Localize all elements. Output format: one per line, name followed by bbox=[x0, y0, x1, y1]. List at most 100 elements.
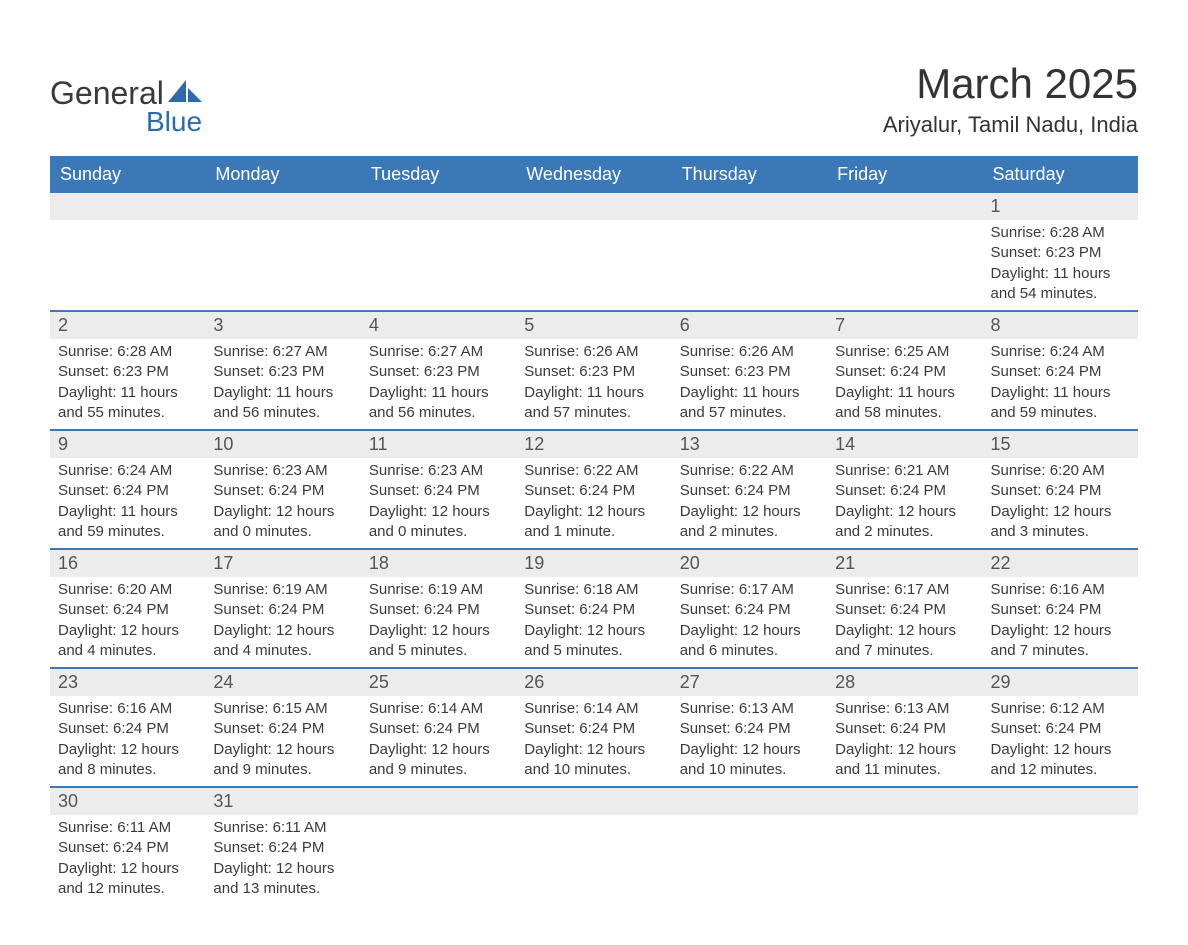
day-number: 14 bbox=[827, 431, 982, 458]
day-number: 30 bbox=[50, 788, 205, 815]
day-line-dl1: Daylight: 12 hours bbox=[991, 502, 1130, 522]
day-line-sunrise: Sunrise: 6:20 AM bbox=[58, 580, 197, 600]
day-details bbox=[672, 220, 827, 298]
day-details: Sunrise: 6:26 AMSunset: 6:23 PMDaylight:… bbox=[672, 339, 827, 429]
day-line-sunrise: Sunrise: 6:18 AM bbox=[524, 580, 663, 600]
day-number: 5 bbox=[516, 312, 671, 339]
day-line-sunset: Sunset: 6:24 PM bbox=[835, 362, 974, 382]
day-cell bbox=[983, 787, 1138, 905]
day-line-sunset: Sunset: 6:24 PM bbox=[835, 719, 974, 739]
day-line-sunrise: Sunrise: 6:11 AM bbox=[58, 818, 197, 838]
day-number bbox=[827, 788, 982, 815]
day-cell: 28Sunrise: 6:13 AMSunset: 6:24 PMDayligh… bbox=[827, 668, 982, 787]
day-line-sunrise: Sunrise: 6:19 AM bbox=[369, 580, 508, 600]
day-cell bbox=[361, 192, 516, 311]
day-line-sunrise: Sunrise: 6:17 AM bbox=[680, 580, 819, 600]
day-number bbox=[516, 193, 671, 220]
day-number: 28 bbox=[827, 669, 982, 696]
day-header: Friday bbox=[827, 157, 982, 192]
day-line-dl2: and 56 minutes. bbox=[369, 403, 508, 423]
day-number: 2 bbox=[50, 312, 205, 339]
day-details: Sunrise: 6:11 AMSunset: 6:24 PMDaylight:… bbox=[50, 815, 205, 905]
day-line-sunrise: Sunrise: 6:28 AM bbox=[58, 342, 197, 362]
day-number: 25 bbox=[361, 669, 516, 696]
day-cell bbox=[361, 787, 516, 905]
day-line-sunset: Sunset: 6:24 PM bbox=[524, 481, 663, 501]
day-details bbox=[205, 220, 360, 298]
day-line-dl1: Daylight: 12 hours bbox=[58, 621, 197, 641]
day-details bbox=[827, 815, 982, 893]
day-number: 6 bbox=[672, 312, 827, 339]
day-line-sunrise: Sunrise: 6:26 AM bbox=[680, 342, 819, 362]
day-line-dl2: and 3 minutes. bbox=[991, 522, 1130, 542]
day-line-dl2: and 2 minutes. bbox=[835, 522, 974, 542]
day-line-sunrise: Sunrise: 6:16 AM bbox=[58, 699, 197, 719]
day-cell: 9Sunrise: 6:24 AMSunset: 6:24 PMDaylight… bbox=[50, 430, 205, 549]
day-line-sunrise: Sunrise: 6:13 AM bbox=[680, 699, 819, 719]
day-cell: 5Sunrise: 6:26 AMSunset: 6:23 PMDaylight… bbox=[516, 311, 671, 430]
day-line-sunrise: Sunrise: 6:14 AM bbox=[524, 699, 663, 719]
page-header: General Blue March 2025 Ariyalur, Tamil … bbox=[50, 60, 1138, 138]
day-line-dl1: Daylight: 12 hours bbox=[680, 502, 819, 522]
day-details: Sunrise: 6:11 AMSunset: 6:24 PMDaylight:… bbox=[205, 815, 360, 905]
day-cell: 17Sunrise: 6:19 AMSunset: 6:24 PMDayligh… bbox=[205, 549, 360, 668]
day-header: Wednesday bbox=[516, 157, 671, 192]
day-line-sunset: Sunset: 6:23 PM bbox=[680, 362, 819, 382]
day-number: 11 bbox=[361, 431, 516, 458]
day-cell: 24Sunrise: 6:15 AMSunset: 6:24 PMDayligh… bbox=[205, 668, 360, 787]
day-details: Sunrise: 6:22 AMSunset: 6:24 PMDaylight:… bbox=[516, 458, 671, 548]
day-line-sunset: Sunset: 6:24 PM bbox=[213, 838, 352, 858]
day-cell: 13Sunrise: 6:22 AMSunset: 6:24 PMDayligh… bbox=[672, 430, 827, 549]
day-line-dl1: Daylight: 12 hours bbox=[991, 740, 1130, 760]
day-details: Sunrise: 6:17 AMSunset: 6:24 PMDaylight:… bbox=[672, 577, 827, 667]
day-line-dl2: and 56 minutes. bbox=[213, 403, 352, 423]
brand-logo: General Blue bbox=[50, 75, 202, 138]
day-number: 22 bbox=[983, 550, 1138, 577]
day-cell bbox=[827, 192, 982, 311]
week-row: 30Sunrise: 6:11 AMSunset: 6:24 PMDayligh… bbox=[50, 787, 1138, 905]
day-line-dl2: and 12 minutes. bbox=[991, 760, 1130, 780]
day-cell: 7Sunrise: 6:25 AMSunset: 6:24 PMDaylight… bbox=[827, 311, 982, 430]
day-number: 29 bbox=[983, 669, 1138, 696]
day-line-sunrise: Sunrise: 6:24 AM bbox=[58, 461, 197, 481]
day-cell bbox=[516, 192, 671, 311]
day-details bbox=[361, 815, 516, 893]
day-cell: 4Sunrise: 6:27 AMSunset: 6:23 PMDaylight… bbox=[361, 311, 516, 430]
day-number bbox=[672, 193, 827, 220]
day-header: Sunday bbox=[50, 157, 205, 192]
day-number: 9 bbox=[50, 431, 205, 458]
day-details: Sunrise: 6:26 AMSunset: 6:23 PMDaylight:… bbox=[516, 339, 671, 429]
day-line-dl1: Daylight: 11 hours bbox=[213, 383, 352, 403]
day-line-sunrise: Sunrise: 6:24 AM bbox=[991, 342, 1130, 362]
day-number bbox=[827, 193, 982, 220]
day-line-dl2: and 0 minutes. bbox=[213, 522, 352, 542]
day-number: 10 bbox=[205, 431, 360, 458]
month-title: March 2025 bbox=[883, 60, 1138, 108]
day-line-dl2: and 9 minutes. bbox=[213, 760, 352, 780]
day-line-dl1: Daylight: 11 hours bbox=[369, 383, 508, 403]
day-number: 27 bbox=[672, 669, 827, 696]
day-cell: 30Sunrise: 6:11 AMSunset: 6:24 PMDayligh… bbox=[50, 787, 205, 905]
day-line-dl2: and 5 minutes. bbox=[524, 641, 663, 661]
day-line-sunset: Sunset: 6:24 PM bbox=[835, 481, 974, 501]
day-line-dl1: Daylight: 12 hours bbox=[58, 859, 197, 879]
day-cell bbox=[827, 787, 982, 905]
day-line-dl2: and 55 minutes. bbox=[58, 403, 197, 423]
day-line-sunset: Sunset: 6:24 PM bbox=[524, 719, 663, 739]
day-cell: 8Sunrise: 6:24 AMSunset: 6:24 PMDaylight… bbox=[983, 311, 1138, 430]
day-line-dl2: and 7 minutes. bbox=[835, 641, 974, 661]
day-line-dl1: Daylight: 11 hours bbox=[835, 383, 974, 403]
day-cell: 26Sunrise: 6:14 AMSunset: 6:24 PMDayligh… bbox=[516, 668, 671, 787]
day-number: 16 bbox=[50, 550, 205, 577]
day-cell bbox=[205, 192, 360, 311]
day-line-dl2: and 59 minutes. bbox=[991, 403, 1130, 423]
day-number: 13 bbox=[672, 431, 827, 458]
day-line-dl1: Daylight: 12 hours bbox=[369, 740, 508, 760]
day-line-dl2: and 10 minutes. bbox=[524, 760, 663, 780]
day-details: Sunrise: 6:21 AMSunset: 6:24 PMDaylight:… bbox=[827, 458, 982, 548]
day-line-sunset: Sunset: 6:24 PM bbox=[835, 600, 974, 620]
day-line-dl2: and 6 minutes. bbox=[680, 641, 819, 661]
day-details: Sunrise: 6:18 AMSunset: 6:24 PMDaylight:… bbox=[516, 577, 671, 667]
day-details: Sunrise: 6:14 AMSunset: 6:24 PMDaylight:… bbox=[516, 696, 671, 786]
day-line-sunrise: Sunrise: 6:25 AM bbox=[835, 342, 974, 362]
